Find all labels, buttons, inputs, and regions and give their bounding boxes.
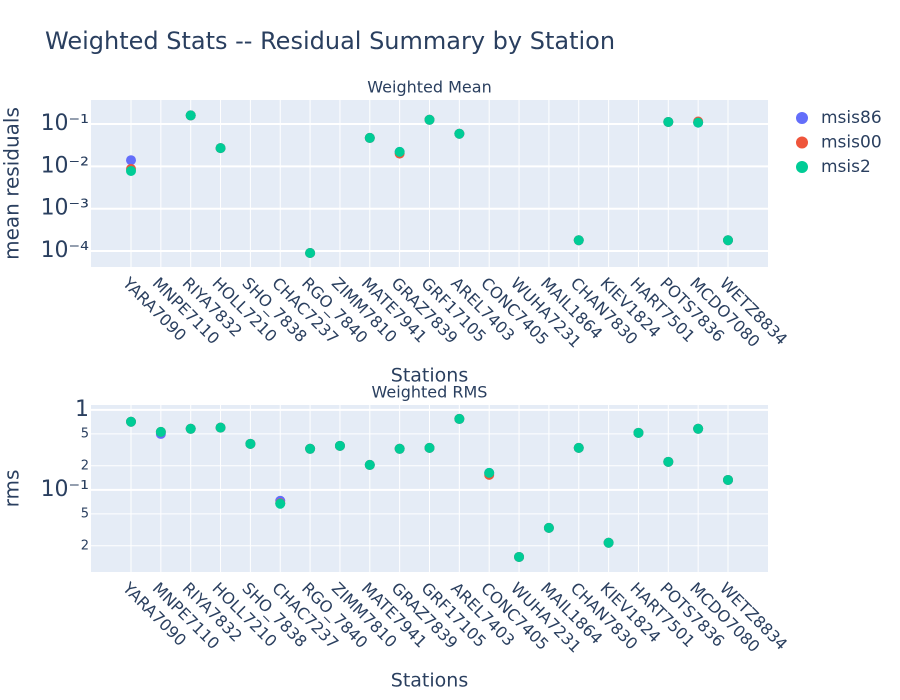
marker (484, 467, 495, 478)
marker (693, 423, 704, 434)
marker (633, 427, 644, 438)
marker (723, 235, 733, 246)
marker (155, 426, 166, 437)
legend-label: msis86 (821, 108, 882, 128)
marker (454, 128, 465, 139)
marker (215, 143, 226, 154)
marker (514, 551, 525, 562)
marker (185, 423, 196, 434)
legend-marker (796, 161, 808, 173)
marker (275, 498, 286, 509)
y-tick-label: 10⁻¹ (41, 477, 89, 502)
y-tick-label: 10⁻¹ (41, 111, 89, 136)
legend-marker (796, 112, 808, 124)
legend-marker (796, 136, 808, 149)
y-tick-label: 10⁻² (41, 153, 89, 178)
legend-label: msis00 (821, 133, 882, 153)
marker (126, 165, 136, 176)
marker (723, 474, 733, 485)
marker (364, 132, 375, 143)
y-axis-label: rms (0, 470, 24, 508)
marker (543, 522, 554, 533)
y-tick-label: 5 (81, 506, 89, 521)
marker (305, 247, 316, 258)
marker (573, 235, 584, 246)
marker (663, 456, 674, 467)
x-axis-label: Stations (391, 670, 468, 692)
y-tick-label: 10⁻⁴ (41, 238, 90, 263)
chart-title: Weighted Stats -- Residual Summary by St… (45, 27, 615, 55)
y-tick-label: 5 (81, 426, 89, 441)
marker (185, 110, 196, 121)
marker (215, 422, 226, 433)
marker (305, 443, 316, 454)
marker (603, 537, 614, 548)
marker (663, 116, 674, 127)
marker (454, 413, 465, 424)
marker (394, 146, 405, 157)
subplot-title: Weighted Mean (367, 78, 491, 97)
marker (424, 114, 435, 125)
legend-label: msis2 (821, 157, 871, 177)
marker (126, 416, 136, 427)
marker (245, 438, 256, 449)
marker (334, 440, 345, 451)
marker (693, 117, 704, 128)
y-tick-label: 10⁻³ (41, 196, 89, 221)
marker (424, 442, 435, 453)
y-tick-label: 2 (81, 458, 89, 473)
x-axis-label: Stations (391, 365, 468, 387)
y-tick-label: 2 (81, 538, 89, 553)
y-axis-label: mean residuals (0, 107, 24, 260)
marker (394, 443, 405, 454)
marker (126, 155, 136, 166)
marker (364, 459, 375, 470)
marker (573, 442, 584, 453)
subplot-title: Weighted RMS (372, 383, 488, 402)
y-tick-label: 1 (75, 397, 89, 422)
